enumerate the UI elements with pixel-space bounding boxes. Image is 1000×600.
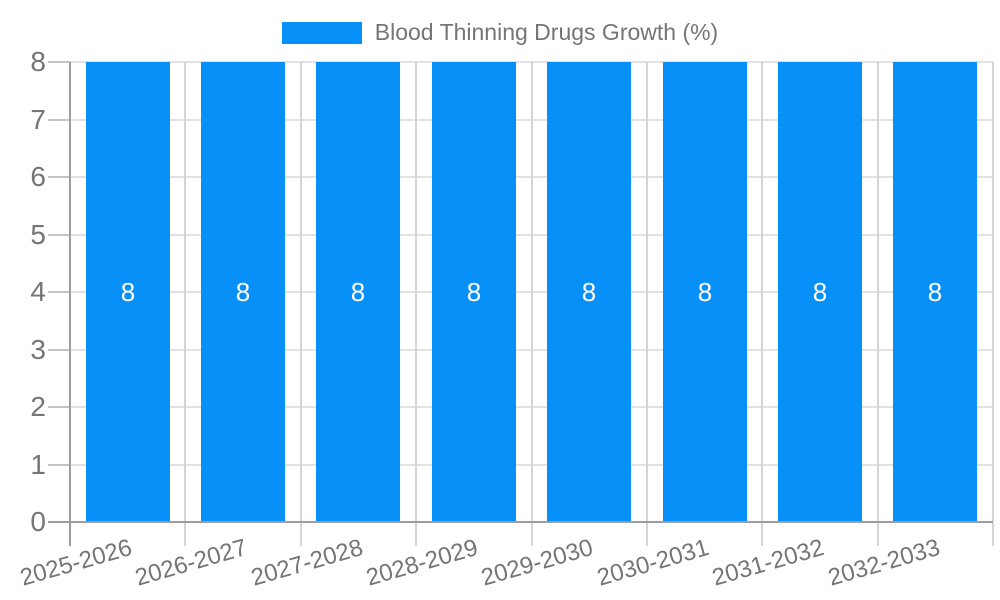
x-axis-tick — [877, 523, 879, 546]
x-axis-tick — [531, 523, 533, 546]
bar[interactable] — [86, 62, 170, 522]
v-gridline — [415, 62, 417, 522]
bar-value-label: 8 — [927, 277, 943, 307]
y-axis-tick — [48, 464, 70, 466]
x-tick-label: 2028-2029 — [363, 534, 481, 592]
y-tick-label: 3 — [30, 334, 46, 365]
legend-label: Blood Thinning Drugs Growth (%) — [374, 19, 719, 45]
x-axis-tick — [184, 523, 186, 546]
legend[interactable]: Blood Thinning Drugs Growth (%) — [0, 19, 1000, 46]
x-axis-line — [48, 521, 993, 523]
bar-value-label: 8 — [581, 277, 597, 307]
y-axis-tick — [48, 176, 70, 178]
bar-value-label: 8 — [120, 277, 136, 307]
bar[interactable] — [201, 62, 285, 522]
y-tick-label: 2 — [30, 391, 46, 422]
bar-value-label: 8 — [466, 277, 482, 307]
bar-value-label: 8 — [350, 277, 366, 307]
v-gridline — [531, 62, 533, 522]
bar-value-label: 8 — [697, 277, 713, 307]
v-gridline — [761, 62, 763, 522]
bar[interactable] — [778, 62, 862, 522]
y-axis-line — [69, 62, 71, 546]
x-tick-label: 2031-2032 — [709, 534, 828, 592]
bar[interactable] — [663, 62, 747, 522]
y-tick-label: 0 — [30, 506, 46, 537]
bar[interactable] — [547, 62, 631, 522]
v-gridline — [877, 62, 879, 522]
y-axis-tick — [48, 406, 70, 408]
y-axis-tick — [48, 291, 70, 293]
x-tick-label: 2030-2031 — [593, 534, 712, 592]
y-axis-tick — [48, 119, 70, 121]
v-gridline — [184, 62, 186, 522]
legend-swatch-icon — [281, 21, 362, 44]
bar-value-label: 8 — [235, 277, 251, 307]
x-axis-tick — [300, 523, 302, 546]
x-tick-label: 2032-2033 — [824, 534, 943, 592]
x-tick-label: 2029-2030 — [478, 534, 597, 592]
y-axis-tick — [48, 349, 70, 351]
y-tick-label: 5 — [30, 219, 46, 250]
x-axis-tick — [646, 523, 648, 546]
y-tick-label: 7 — [30, 104, 46, 135]
y-axis-tick — [48, 234, 70, 236]
y-tick-label: 1 — [30, 449, 46, 480]
y-axis-tick — [48, 61, 70, 63]
y-tick-label: 8 — [30, 46, 46, 77]
x-tick-label: 2026-2027 — [132, 534, 251, 592]
v-gridline — [300, 62, 302, 522]
x-tick-label: 2025-2026 — [17, 534, 135, 592]
x-axis-tick — [415, 523, 417, 546]
x-axis-tick — [992, 523, 994, 546]
bar[interactable] — [316, 62, 400, 522]
bar-value-label: 8 — [812, 277, 828, 307]
x-tick-label: 2027-2028 — [247, 534, 366, 592]
v-gridline — [646, 62, 648, 522]
y-tick-label: 4 — [30, 276, 46, 307]
bar[interactable] — [432, 62, 516, 522]
bar[interactable] — [893, 62, 977, 522]
v-gridline — [992, 62, 994, 522]
y-tick-label: 6 — [30, 161, 46, 192]
x-axis-tick — [761, 523, 763, 546]
